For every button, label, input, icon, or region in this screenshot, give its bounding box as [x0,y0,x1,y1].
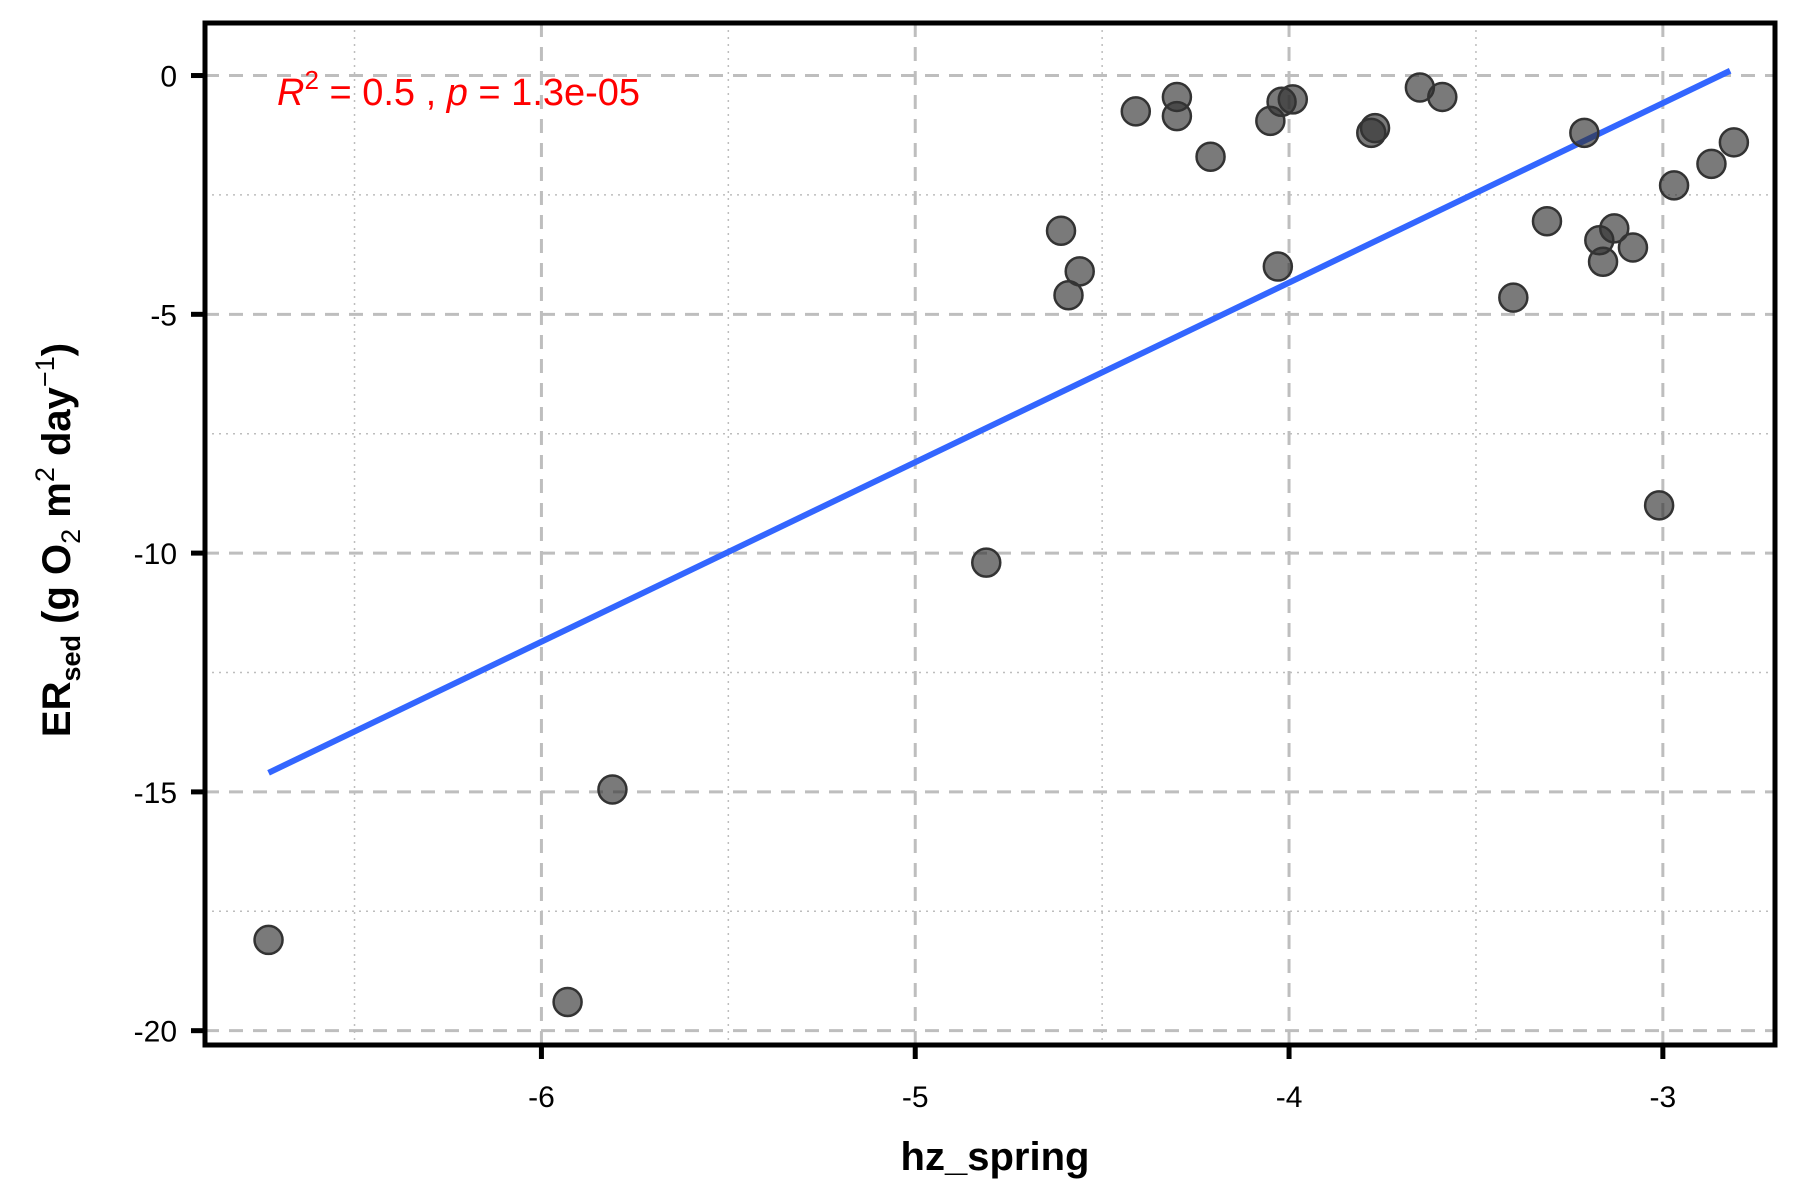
data-points [253,72,1750,1018]
r-value: = 0.5 , [319,72,447,114]
y-title-part1: (g O [35,544,79,635]
y-tick-label: -15 [134,777,177,810]
plot-frame [202,20,1778,1048]
data-point [1658,170,1690,201]
data-point [552,986,583,1018]
p-label: p [446,72,468,114]
r-label: R [277,72,304,114]
data-point [1498,282,1529,313]
regression-line [267,68,1732,776]
y-title-sup2: 2 [30,467,60,482]
data-point [1064,256,1095,287]
data-point [1617,232,1649,263]
x-tick-label: -4 [1276,1081,1303,1114]
x-tick-label: -5 [902,1081,929,1114]
data-point [1359,112,1391,144]
data-point [1587,246,1619,278]
y-tick-label: -10 [134,538,177,571]
data-point [1718,127,1750,158]
data-point [971,547,1002,578]
data-point [1531,205,1563,237]
axis-ticks: -6 -5 -4 -3 0 -5 -10 -15 -20 [134,61,1677,1114]
y-title-part2: m [35,482,79,529]
data-point [1277,84,1309,115]
data-point [1599,213,1630,244]
data-point [1161,100,1193,132]
y-title-part3: day [35,386,79,467]
y-title-sup3: −1 [30,356,60,387]
p-value: = 1.3e-05 [468,72,640,114]
regression-line-layer [267,68,1732,776]
y-tick-label: -20 [134,1016,177,1049]
y-title-main: ER [35,681,79,737]
x-tick-label: -6 [528,1081,555,1114]
data-point [1569,117,1600,149]
y-title-sub2: 2 [56,529,86,544]
data-point [1045,215,1077,246]
data-point [597,774,628,805]
r-superscript: 2 [304,65,318,95]
data-point [1195,141,1226,172]
x-tick-label: -3 [1650,1081,1677,1114]
y-tick-label: -5 [150,299,177,332]
data-point [1427,81,1458,113]
data-point [253,924,284,956]
data-point [1696,148,1727,180]
y-title-sub: sed [56,635,86,682]
data-point [1643,490,1675,521]
x-axis-title: hz_spring [901,1135,1090,1179]
stats-annotation: R2 = 0.5 , p = 1.3e-05 [277,65,640,114]
data-point [1120,96,1152,127]
y-title-part4: ) [35,343,79,356]
data-point [1262,251,1294,282]
y-axis-title: ERsed (g O2 m2 day−1) [30,343,86,737]
y-tick-label: 0 [160,61,177,94]
grid-lines [205,23,1775,1045]
